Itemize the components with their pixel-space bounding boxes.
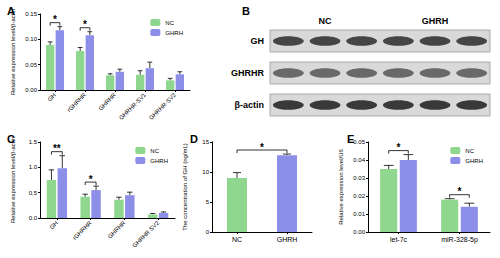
svg-text:15: 15 <box>202 139 209 145</box>
svg-text:Relative expression level/β-ac: Relative expression level/β-actin <box>10 9 16 95</box>
svg-text:GHRHR: GHRHR <box>231 68 264 78</box>
svg-text:*: * <box>53 14 57 25</box>
svg-text:GHRH: GHRH <box>150 158 168 164</box>
svg-text:NC: NC <box>165 20 174 26</box>
svg-text:0.15: 0.15 <box>25 11 37 17</box>
svg-text:0.0: 0.0 <box>29 215 38 221</box>
svg-text:1.0: 1.0 <box>29 164 38 170</box>
svg-text:GH: GH <box>251 36 265 46</box>
svg-text:GHRHR: GHRHR <box>97 91 117 111</box>
svg-text:*: * <box>260 142 264 153</box>
svg-text:GHRHR-SV1: GHRHR-SV1 <box>118 91 148 121</box>
svg-text:0.03: 0.03 <box>353 175 365 181</box>
svg-text:*: * <box>397 142 401 153</box>
svg-text:*: * <box>458 186 462 197</box>
svg-text:0.04: 0.04 <box>353 157 365 163</box>
svg-text:GHRH: GHRH <box>165 30 183 36</box>
svg-text:rGHRHR: rGHRHR <box>66 91 88 113</box>
svg-text:**: ** <box>53 143 61 154</box>
svg-text:let-7c: let-7c <box>390 236 408 243</box>
svg-text:GH: GH <box>47 92 58 103</box>
svg-text:5: 5 <box>206 199 210 205</box>
svg-text:0.5: 0.5 <box>29 190 38 196</box>
svg-text:10: 10 <box>202 169 209 175</box>
svg-text:*: * <box>83 19 87 30</box>
svg-text:miR-328-5p: miR-328-5p <box>441 236 478 244</box>
svg-text:GHRH: GHRH <box>422 16 449 26</box>
svg-text:0.05: 0.05 <box>25 62 37 68</box>
svg-text:0.01: 0.01 <box>353 211 365 217</box>
svg-text:1.5: 1.5 <box>29 139 38 145</box>
svg-text:GHRH: GHRH <box>277 236 298 243</box>
svg-text:GHRHR SV2: GHRHR SV2 <box>131 219 160 248</box>
svg-text:NC: NC <box>232 236 242 243</box>
svg-text:rGHRHR: rGHRHR <box>72 219 94 241</box>
svg-text:D: D <box>190 133 198 145</box>
svg-text:NC: NC <box>150 148 159 154</box>
svg-text:NC: NC <box>319 16 332 26</box>
svg-text:0.05: 0.05 <box>353 139 365 145</box>
svg-text:The concentration of GH (ng/mL: The concentration of GH (ng/mL) <box>182 143 188 231</box>
svg-text:Relative expression level/U6: Relative expression level/U6 <box>338 148 344 224</box>
svg-text:GHRHR-SV2: GHRHR-SV2 <box>148 91 178 121</box>
svg-text:Relative expression level/β-ac: Relative expression level/β-actin <box>10 137 16 223</box>
svg-text:β-actin: β-actin <box>235 100 265 110</box>
svg-text:0.10: 0.10 <box>25 36 37 42</box>
svg-text:0.00: 0.00 <box>353 229 365 235</box>
svg-text:*: * <box>89 174 93 185</box>
svg-text:B: B <box>242 5 250 17</box>
svg-text:NC: NC <box>465 148 474 154</box>
svg-text:0: 0 <box>206 229 210 235</box>
svg-text:0.00: 0.00 <box>25 87 37 93</box>
svg-text:A: A <box>7 5 15 17</box>
svg-text:0.02: 0.02 <box>353 193 365 199</box>
svg-text:GHRH: GHRH <box>465 158 483 164</box>
svg-text:GH: GH <box>48 220 59 231</box>
svg-text:GHRHR: GHRHR <box>107 219 127 239</box>
svg-text:E: E <box>347 133 354 145</box>
svg-text:C: C <box>7 133 15 145</box>
